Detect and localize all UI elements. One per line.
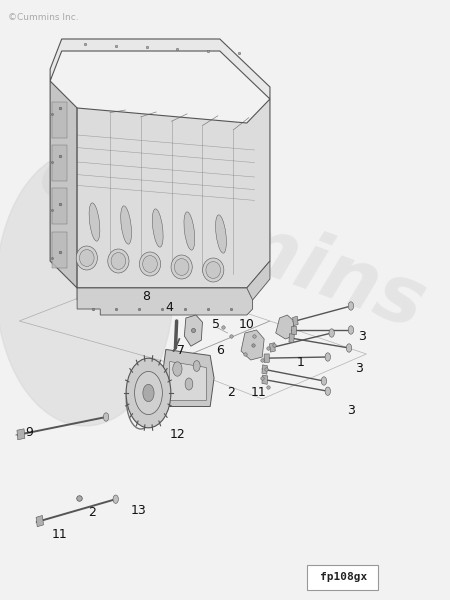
Polygon shape	[241, 330, 264, 360]
Polygon shape	[291, 326, 296, 334]
Text: 2: 2	[227, 386, 235, 400]
Circle shape	[185, 378, 193, 390]
Circle shape	[135, 371, 162, 415]
Text: 12: 12	[170, 428, 185, 442]
Polygon shape	[262, 375, 268, 385]
Polygon shape	[36, 515, 44, 527]
Ellipse shape	[80, 250, 94, 266]
Ellipse shape	[121, 206, 131, 244]
Text: 6: 6	[216, 344, 224, 358]
Ellipse shape	[174, 259, 189, 275]
Text: 11: 11	[251, 386, 266, 400]
Text: 9: 9	[25, 425, 33, 439]
Text: 2: 2	[89, 506, 96, 520]
Circle shape	[126, 358, 171, 428]
Circle shape	[348, 326, 354, 334]
Polygon shape	[276, 315, 294, 339]
Ellipse shape	[206, 262, 220, 278]
Polygon shape	[50, 81, 77, 288]
Ellipse shape	[216, 215, 226, 253]
Text: 7: 7	[177, 344, 185, 358]
Polygon shape	[264, 354, 269, 362]
Text: 3: 3	[359, 329, 366, 343]
Circle shape	[143, 385, 154, 402]
Polygon shape	[52, 102, 68, 138]
Text: 8: 8	[143, 290, 151, 304]
Text: ©Cummins Inc.: ©Cummins Inc.	[8, 13, 78, 22]
FancyBboxPatch shape	[307, 565, 378, 590]
Ellipse shape	[202, 258, 224, 282]
Ellipse shape	[171, 255, 192, 279]
Ellipse shape	[140, 252, 161, 276]
Polygon shape	[77, 261, 270, 300]
Text: 13: 13	[131, 503, 147, 517]
Ellipse shape	[111, 253, 126, 269]
Circle shape	[348, 302, 354, 310]
Polygon shape	[77, 99, 270, 288]
Polygon shape	[50, 39, 270, 99]
Circle shape	[193, 361, 200, 371]
Text: 3: 3	[347, 404, 355, 418]
Polygon shape	[162, 349, 214, 407]
Circle shape	[104, 413, 109, 421]
Text: 4: 4	[166, 301, 174, 314]
Circle shape	[325, 353, 330, 361]
Text: cummins: cummins	[27, 134, 435, 346]
Text: 11: 11	[52, 527, 68, 541]
Polygon shape	[52, 188, 68, 224]
Text: 3: 3	[355, 362, 363, 376]
Ellipse shape	[89, 203, 100, 241]
Circle shape	[346, 344, 352, 352]
Polygon shape	[270, 343, 275, 352]
Ellipse shape	[108, 249, 129, 273]
Circle shape	[113, 495, 118, 503]
Ellipse shape	[153, 209, 163, 247]
Text: 10: 10	[239, 317, 255, 331]
Circle shape	[173, 362, 182, 376]
Polygon shape	[17, 429, 25, 440]
Ellipse shape	[184, 212, 195, 250]
Circle shape	[321, 377, 327, 385]
Ellipse shape	[76, 246, 97, 270]
Polygon shape	[77, 288, 252, 315]
Circle shape	[0, 150, 174, 426]
Polygon shape	[170, 361, 206, 401]
Text: 1: 1	[297, 356, 305, 370]
Polygon shape	[52, 232, 68, 268]
Circle shape	[325, 387, 330, 395]
Polygon shape	[52, 145, 68, 181]
Polygon shape	[289, 334, 294, 343]
Circle shape	[329, 329, 334, 337]
Text: fp108gx: fp108gx	[320, 572, 367, 583]
Polygon shape	[184, 315, 202, 346]
Polygon shape	[292, 316, 298, 326]
Polygon shape	[262, 365, 267, 374]
Ellipse shape	[143, 256, 158, 272]
Text: 5: 5	[212, 317, 220, 331]
